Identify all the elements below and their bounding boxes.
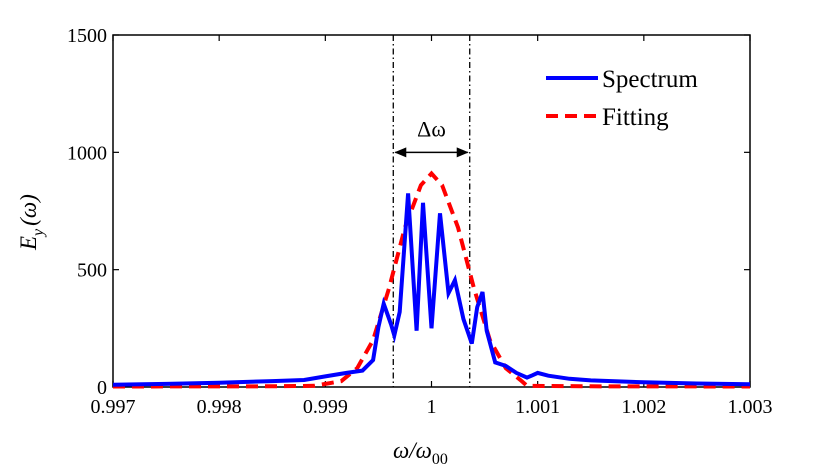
series-fitting-line (112, 170, 751, 389)
x-tick-label: 1.002 (621, 396, 666, 418)
x-axis-label: ω/ω00 (393, 438, 448, 468)
x-tick-label: 1.003 (728, 396, 773, 418)
y-axis-label-suffix: (ω) (16, 194, 41, 226)
x-tick-label: 1.001 (515, 396, 560, 418)
legend-label-spectrum: Spectrum (602, 66, 698, 93)
legend-label-fitting: Fitting (602, 104, 669, 131)
annotation-arrowhead-right (456, 147, 469, 158)
x-tick-label: 0.998 (197, 396, 242, 418)
legend: Spectrum Fitting (546, 66, 698, 131)
series-spectrum-line (112, 193, 751, 387)
y-tick-label: 0 (97, 377, 107, 399)
y-axis-label-subscript: y (30, 228, 47, 238)
x-tick-label: 1 (427, 396, 437, 418)
annotation-label: Δω (417, 116, 446, 141)
y-tick-label: 1500 (67, 25, 107, 47)
x-axis-label-subscript: 00 (432, 451, 448, 468)
x-tick-label: 0.999 (303, 396, 348, 418)
y-tick-label: 1000 (67, 142, 107, 164)
bandwidth-annotation: Δω (394, 116, 469, 158)
bandwidth-lines (392, 35, 471, 387)
y-axis-label: Ey(ω) (16, 194, 47, 251)
annotation-arrowhead-left (394, 147, 407, 158)
x-tick-label: 0.997 (91, 396, 136, 418)
axis-ticks: 0.997 0.998 0.999 1 1.001 1.002 1.003 0 500 1000 1… (67, 25, 773, 418)
y-tick-label: 500 (77, 260, 107, 282)
